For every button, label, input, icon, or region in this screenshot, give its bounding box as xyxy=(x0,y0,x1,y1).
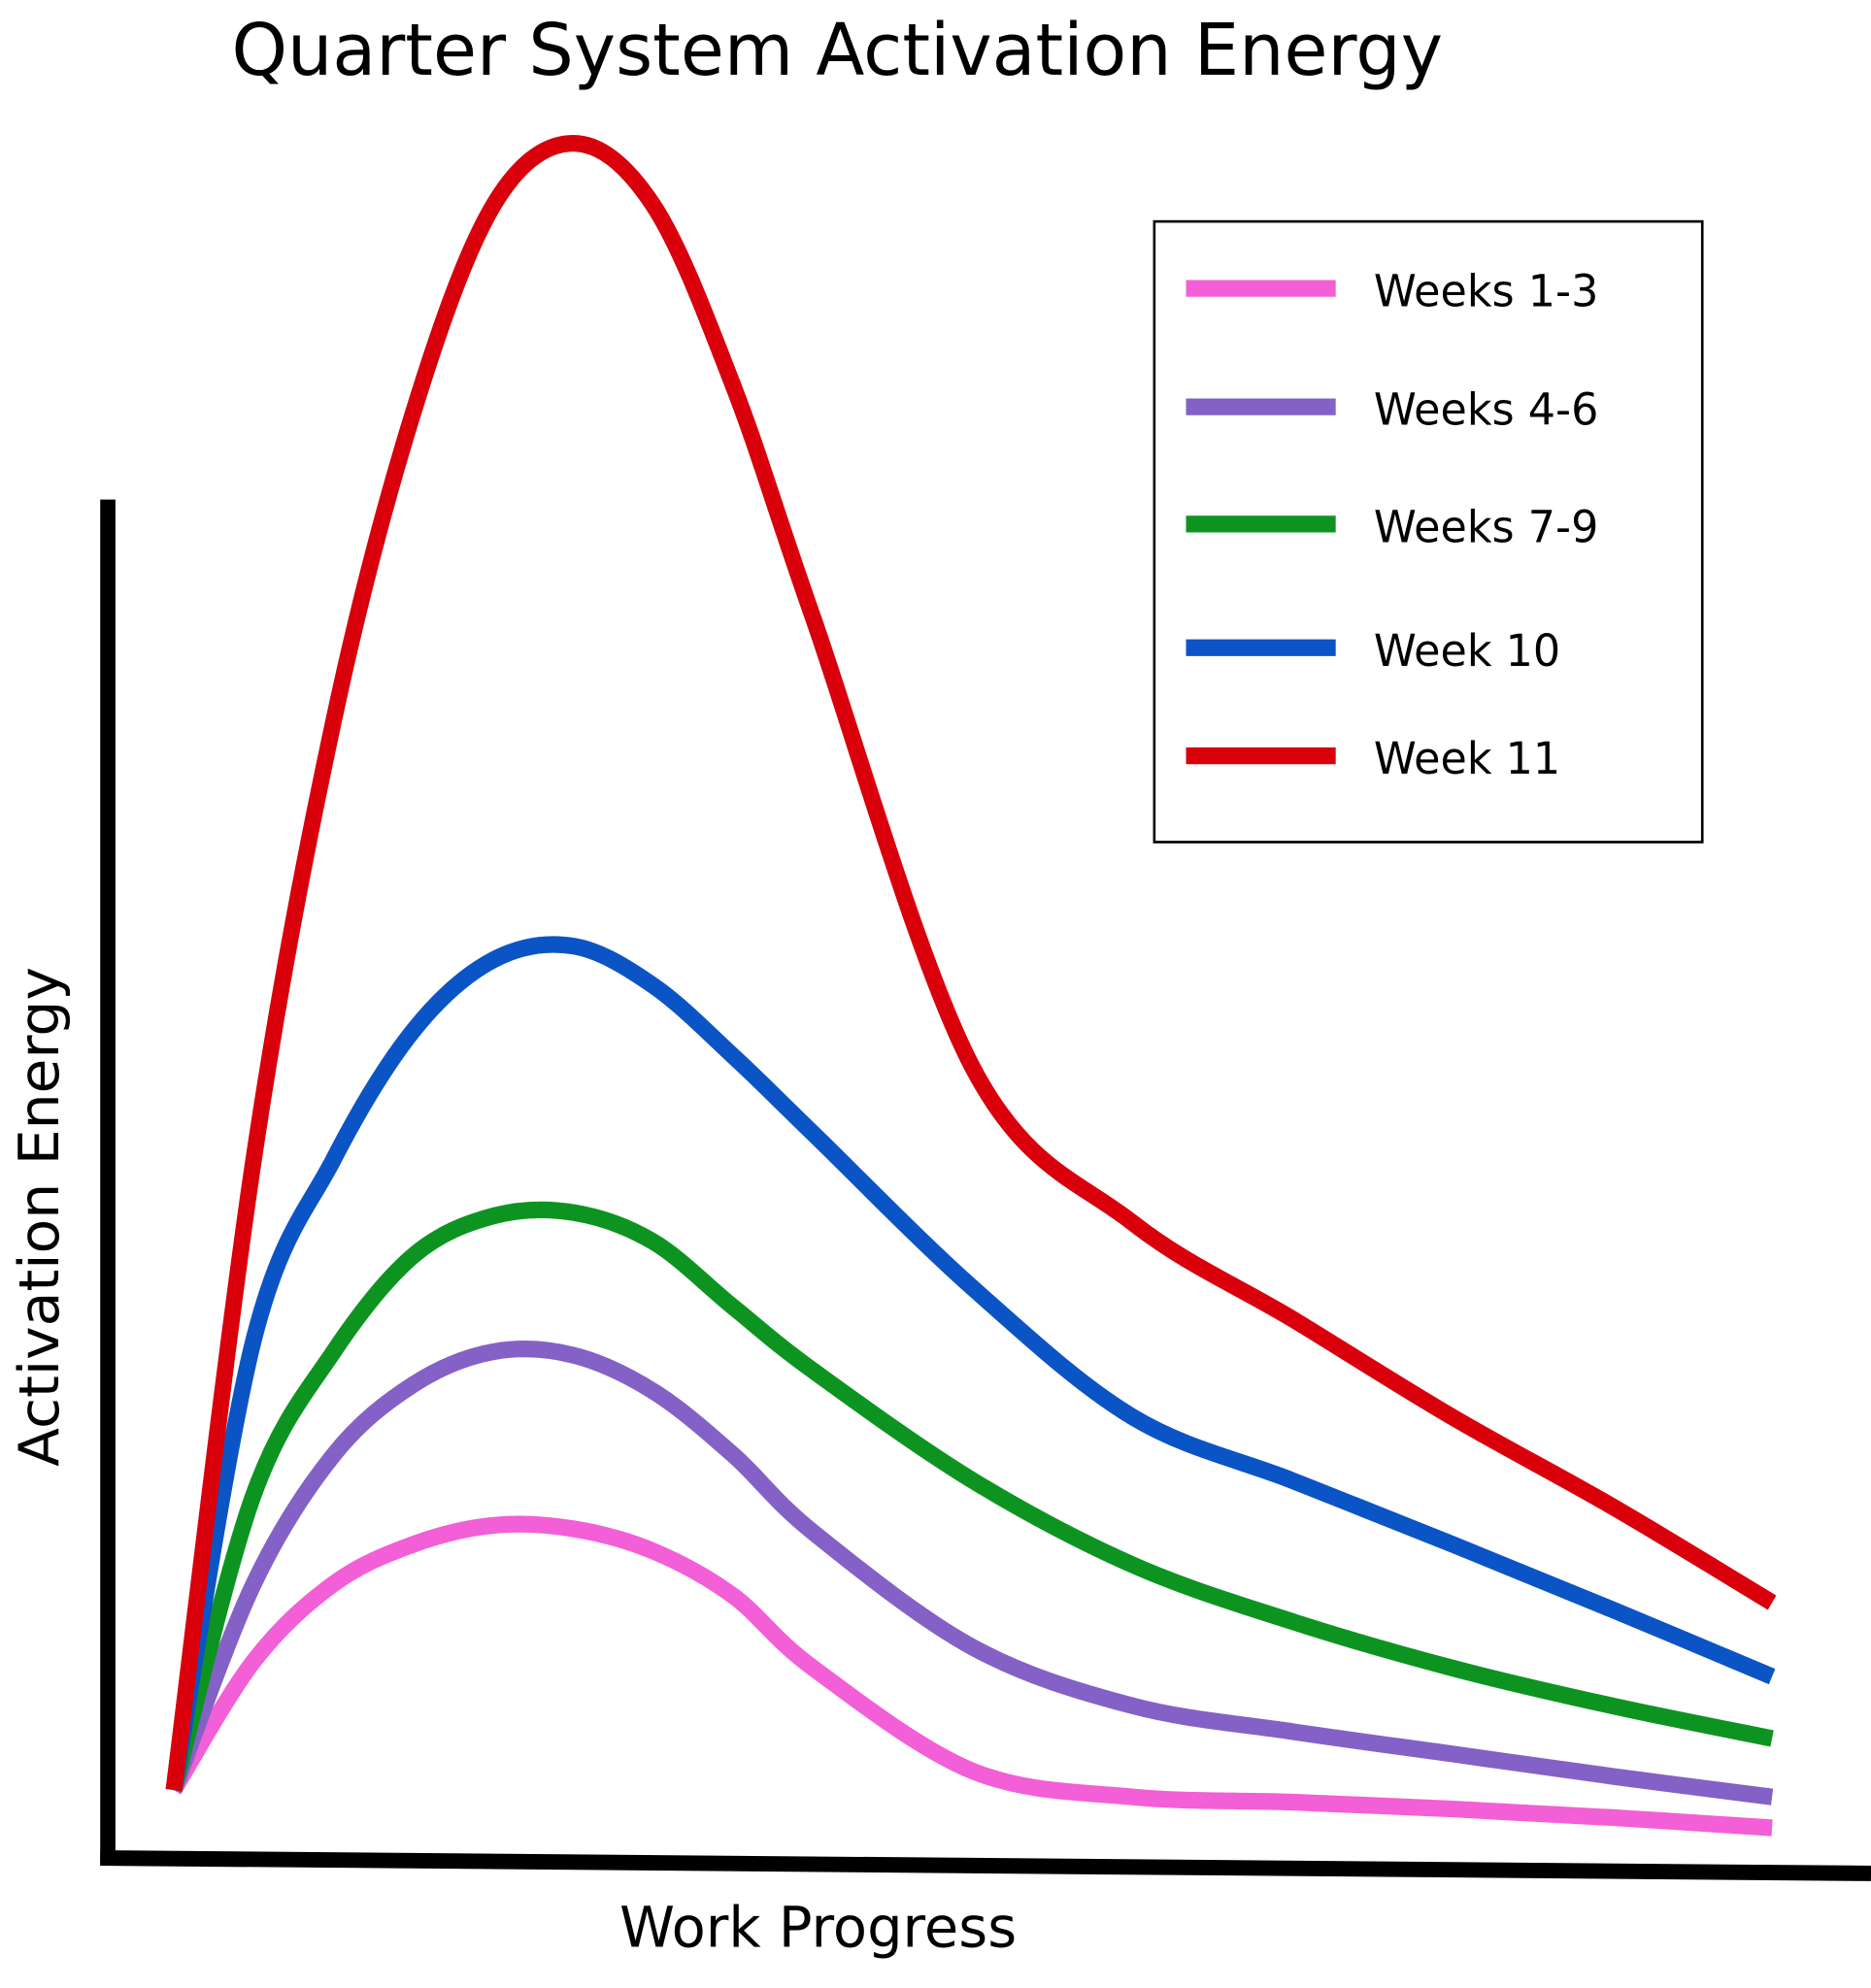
y-axis-label: Activation Energy xyxy=(7,967,72,1467)
legend-label: Weeks 4-6 xyxy=(1374,383,1598,435)
legend-label: Week 11 xyxy=(1374,733,1560,784)
legend-label: Weeks 7-9 xyxy=(1374,501,1598,552)
series-line xyxy=(166,1341,1774,1806)
x-axis xyxy=(100,1850,1871,1881)
series-line xyxy=(165,1201,1774,1793)
legend-label: Week 10 xyxy=(1374,624,1560,676)
chart-title: Quarter System Activation Energy xyxy=(231,9,1443,92)
series-line xyxy=(165,135,1777,1792)
x-axis-label: Work Progress xyxy=(619,1894,1017,1961)
plot-area xyxy=(165,135,1777,1837)
series-line xyxy=(165,936,1776,1792)
series-line xyxy=(166,1515,1773,1837)
legend-label: Weeks 1-3 xyxy=(1374,265,1598,316)
